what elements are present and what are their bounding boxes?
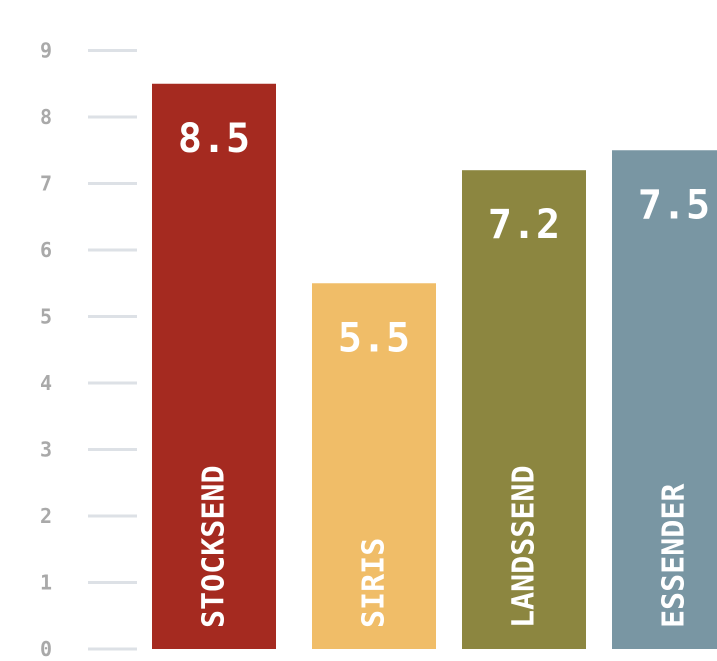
bar: [152, 83, 276, 649]
y-tick-label: 9: [40, 39, 52, 63]
y-tick-label: 1: [40, 571, 52, 595]
bar: [612, 150, 717, 649]
bar-series: 8.5 STOCKSEND 5.5 SIRIS 7.2 LANDSSEND 7.5 ESSEN…: [152, 83, 717, 649]
bar-value-label: 7.5: [638, 182, 710, 228]
y-tick-label: 5: [40, 305, 52, 329]
bar-value-label: 8.5: [178, 116, 250, 162]
bar-category-label: ESSENDER: [657, 483, 692, 628]
y-axis: 0 1 2 3 4 5 6 7 8 9: [40, 39, 137, 661]
y-tick-label: 4: [40, 371, 52, 395]
y-tick-label: 0: [40, 637, 52, 661]
bar-value-label: 7.2: [488, 202, 560, 248]
bar: [312, 283, 436, 649]
bar-category-label: STOCKSEND: [197, 465, 232, 628]
y-tick-label: 7: [40, 172, 52, 196]
bar: [462, 170, 586, 649]
y-tick-label: 6: [40, 238, 52, 262]
bar-category-label: SIRIS: [357, 538, 392, 628]
y-tick-label: 3: [40, 438, 52, 462]
bar-value-label: 5.5: [338, 315, 410, 361]
bar-category-label: LANDSSEND: [507, 465, 542, 628]
y-tick-label: 2: [40, 504, 52, 528]
y-tick-label: 8: [40, 105, 52, 129]
